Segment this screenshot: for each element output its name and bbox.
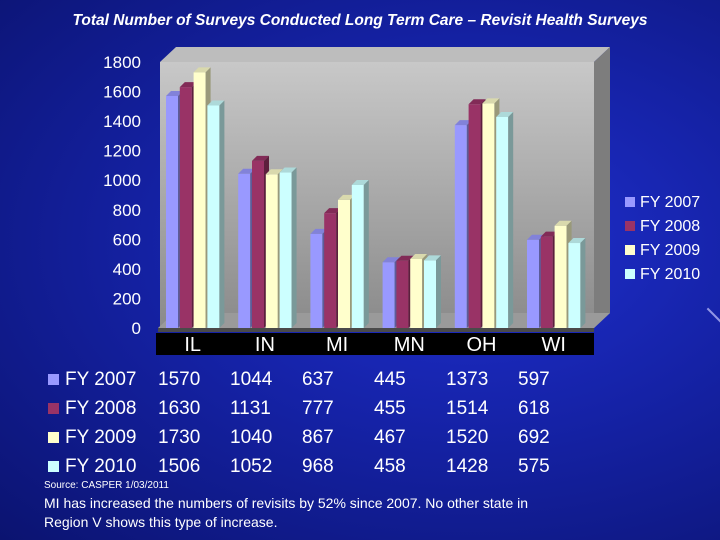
plot-side xyxy=(594,47,610,328)
plot-floor-edge xyxy=(158,328,594,332)
y-tick-label: 800 xyxy=(113,201,141,220)
plot-back xyxy=(160,62,594,328)
data-table: FY 2007 1570 1044 637 445 1373 597 FY 2008 1630 1… xyxy=(44,365,590,481)
bar-MN-fy-2010 xyxy=(424,255,441,328)
plot-wall xyxy=(160,47,610,62)
legend-swatch xyxy=(625,245,635,255)
table-cell: 1373 xyxy=(446,368,489,390)
table-row: FY 2007 1570 1044 637 445 1373 597 xyxy=(44,365,590,394)
bar-OH-fy-2010 xyxy=(496,111,514,329)
bar-IL-fy-2010 xyxy=(207,100,225,329)
y-tick-label: 600 xyxy=(113,230,141,249)
table-cell: 692 xyxy=(518,426,550,448)
legend-label: FY 2007 xyxy=(640,194,700,211)
y-tick-label: 0 xyxy=(132,319,141,338)
table-cell: 1514 xyxy=(446,397,489,419)
chart-title: Total Number of Surveys Conducted Long T… xyxy=(72,12,648,29)
table-cell: 1630 xyxy=(158,397,201,419)
table-cell: 968 xyxy=(302,455,334,477)
y-tick-label: 1400 xyxy=(103,112,141,131)
table-swatch xyxy=(48,402,59,414)
table-swatch xyxy=(48,431,59,443)
table-swatch xyxy=(48,373,59,385)
table-cell: 458 xyxy=(374,455,406,477)
legend-label: FY 2009 xyxy=(640,242,700,259)
table-cell: 1052 xyxy=(230,455,273,477)
table-cell: 867 xyxy=(302,426,334,448)
category-band xyxy=(156,333,594,355)
table-series-label: FY 2008 xyxy=(44,394,158,423)
table-row: FY 2010 1506 1052 968 458 1428 575 xyxy=(44,452,590,481)
y-tick-label: 1000 xyxy=(103,171,141,190)
y-tick-label: 1600 xyxy=(103,83,141,102)
category-label: MI xyxy=(326,334,348,356)
table-cell: 1428 xyxy=(446,455,489,477)
category-label: MN xyxy=(394,334,425,356)
table-series-label: FY 2007 xyxy=(44,365,158,394)
legend-swatch xyxy=(625,221,635,231)
table-cell: 618 xyxy=(518,397,550,419)
bar-IN-fy-2010 xyxy=(279,167,297,328)
category-label: WI xyxy=(541,334,565,356)
category-label: IN xyxy=(255,334,275,356)
table-cell: 1570 xyxy=(158,368,201,390)
category-label: OH xyxy=(467,334,497,356)
y-tick-label: 1200 xyxy=(103,142,141,161)
table-cell: 777 xyxy=(302,397,334,419)
table-row: FY 2009 1730 1040 867 467 1520 692 xyxy=(44,423,590,452)
table-cell: 455 xyxy=(374,397,406,419)
source-note: Source: CASPER 1/03/2011 xyxy=(44,480,169,491)
bar-WI-fy-2010 xyxy=(568,238,586,328)
table-row: FY 2008 1630 1131 777 455 1514 618 xyxy=(44,394,590,423)
bar-MI-fy-2010 xyxy=(351,179,369,328)
summary-note: MI has increased the numbers of revisits… xyxy=(44,495,529,530)
table-cell: 445 xyxy=(374,368,406,390)
table-cell: 1506 xyxy=(158,455,201,477)
table-cell: 1131 xyxy=(230,397,271,419)
legend-swatch xyxy=(625,197,635,207)
table-cell: 1044 xyxy=(230,368,273,390)
table-swatch xyxy=(48,460,59,472)
y-tick-label: 400 xyxy=(113,260,141,279)
legend-label: FY 2008 xyxy=(640,218,700,235)
category-label: IL xyxy=(184,334,201,356)
y-tick-label: 1800 xyxy=(103,53,141,72)
table-cell: 1730 xyxy=(158,426,201,448)
table-cell: 1040 xyxy=(230,426,273,448)
table-series-label: FY 2009 xyxy=(44,423,158,452)
table-series-label: FY 2010 xyxy=(44,452,158,481)
table-cell: 637 xyxy=(302,368,334,390)
table-cell: 575 xyxy=(518,455,550,477)
table-cell: 1520 xyxy=(446,426,489,448)
y-tick-label: 200 xyxy=(113,289,141,308)
table-cell: 467 xyxy=(374,426,406,448)
table-cell: 597 xyxy=(518,368,550,390)
legend-label: FY 2010 xyxy=(640,266,700,283)
legend-swatch xyxy=(625,269,635,279)
